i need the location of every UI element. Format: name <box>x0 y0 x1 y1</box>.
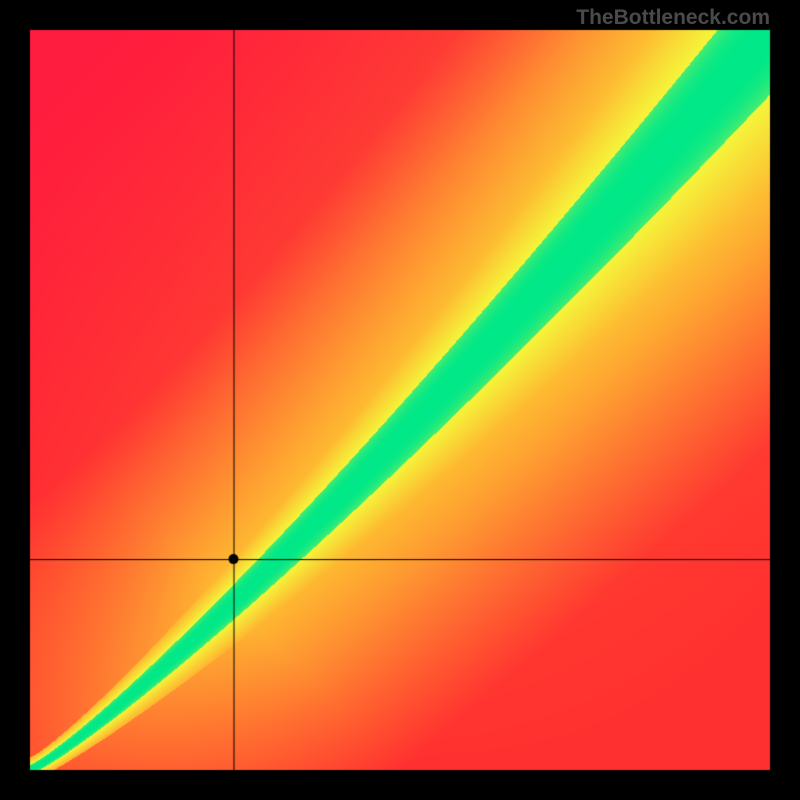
watermark-text: TheBottleneck.com <box>576 6 770 30</box>
bottleneck-heatmap <box>0 0 800 800</box>
chart-container: TheBottleneck.com <box>0 0 800 800</box>
